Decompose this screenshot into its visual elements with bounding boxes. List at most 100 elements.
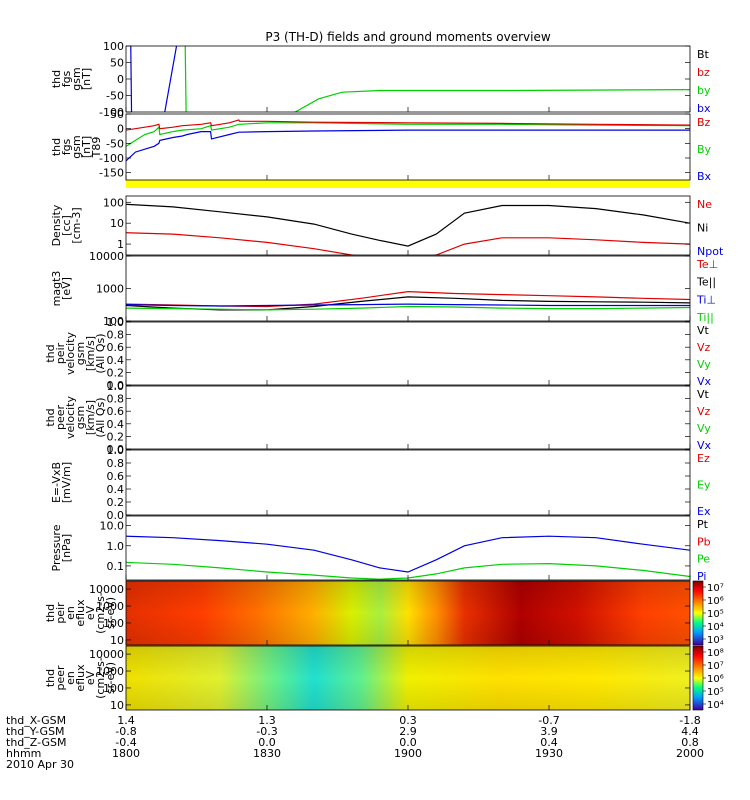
series-bz [126, 119, 690, 131]
y-tick-label: 0.4 [107, 354, 125, 367]
colorbar-label: 10⁷ [707, 583, 724, 594]
y-axis-label: magt3 [50, 271, 63, 307]
legend-by: by [697, 84, 711, 97]
y-tick-label: -100 [99, 152, 124, 165]
x-tick-label: 1900 [394, 747, 422, 760]
y-axis-label: (cm2-s- [94, 657, 107, 699]
legend-ne: Ne [697, 198, 712, 211]
figure-title: P3 (TH-D) fields and ground moments over… [265, 30, 550, 44]
panel-frame [125, 449, 691, 516]
legend-ey: Ey [697, 479, 711, 492]
colorbar-label: 10³ [707, 635, 724, 646]
y-tick-label: 0 [117, 123, 124, 136]
y-axis-label: velocity [64, 332, 77, 375]
y-tick-label: 1 [117, 238, 124, 251]
panel-density: Ne Ni Npot 100 10 1 Density[cc][cm-3] [50, 195, 724, 258]
y-axis-label: thd [50, 70, 63, 88]
colorbar-label: 10⁶ [707, 674, 724, 685]
y-axis-label: en [64, 606, 77, 620]
x-tick-label: 0.3 [399, 714, 417, 727]
legend-bz: Bz [697, 116, 711, 129]
y-tick-label: 50 [110, 108, 124, 121]
y-axis-label: E=-VxB [50, 462, 63, 503]
panel-peer: VtVzVyVx1.00.80.60.40.20.0thdpeervelocit… [44, 380, 712, 456]
series-by [126, 122, 690, 147]
colorbar-label: 10⁴ [707, 622, 724, 633]
x-tick-label: 0.0 [258, 736, 276, 749]
y-tick-label: 1000 [96, 600, 124, 613]
y-tick-label: -100 [99, 106, 124, 119]
series-te [126, 296, 690, 311]
colorbar-label: 10⁸ [707, 648, 724, 659]
legend-ti: Ti⊥ [696, 293, 716, 306]
y-tick-label: 10000 [89, 250, 124, 263]
legend-bx: Bx [697, 170, 712, 183]
y-tick-label: 0 [117, 73, 124, 86]
x-tick-label: 0.4 [540, 736, 558, 749]
legend-vy: Vy [697, 358, 711, 371]
colorbar-label: 10⁶ [707, 596, 724, 607]
y-tick-label: 0.0 [107, 443, 125, 456]
x-row-label: thd_Y-GSM [6, 725, 65, 738]
y-axis-label: (All Qs) [94, 333, 107, 373]
x-tick-label: 3.9 [540, 725, 558, 738]
x-tick-label: -1.8 [679, 714, 700, 727]
y-tick-label: 10 [110, 699, 124, 712]
y-axis-label: peir [54, 342, 67, 364]
spectrogram-shading [126, 646, 690, 710]
x-tick-label: -0.8 [115, 725, 136, 738]
legend-ti: Ti|| [696, 311, 714, 324]
legend-pt: Pt [697, 518, 709, 531]
x-tick-label: -0.4 [115, 736, 136, 749]
y-tick-label: 0.4 [107, 483, 125, 496]
y-axis-label: eV [84, 670, 97, 685]
x-tick-label: 1.3 [258, 714, 276, 727]
x-tick-label: 1.4 [117, 714, 135, 727]
x-tick-label: 0.8 [681, 736, 699, 749]
y-tick-label: 0.8 [107, 329, 125, 342]
y-axis-label: (All Qs) [94, 397, 107, 437]
y-tick-label: 1.0 [107, 380, 125, 393]
y-tick-label: 0.2 [107, 496, 125, 509]
x-tick-label: 1800 [112, 747, 140, 760]
y-tick-label: -150 [99, 167, 124, 180]
x-tick-label: -0.7 [538, 714, 559, 727]
y-axis-label: [cc] [60, 215, 73, 236]
x-row-label: thd_X-GSM [6, 714, 66, 727]
x-tick-label: 0.0 [399, 736, 417, 749]
y-tick-label: 10 [110, 217, 124, 230]
series-ti [126, 305, 690, 311]
y-axis-label: thd [44, 408, 57, 426]
panel-frame [125, 255, 691, 322]
y-tick-label: 10000 [89, 648, 124, 661]
x-tick-label: 1830 [253, 747, 281, 760]
y-tick-label: 0.2 [107, 366, 125, 379]
y-tick-label: -50 [106, 90, 124, 103]
y-tick-label: 0.1 [107, 560, 125, 573]
legend-vx: Vx [697, 439, 712, 452]
y-tick-label: 100 [103, 196, 124, 209]
y-tick-label: 1000 [96, 665, 124, 678]
colorbar-label: 10⁴ [707, 700, 724, 711]
series-ni [126, 203, 690, 247]
y-axis-label: [km/s] [84, 400, 97, 435]
series-ti [126, 303, 690, 307]
y-tick-label: 1.0 [107, 444, 125, 457]
y-axis-label: eflux [74, 599, 87, 627]
y-tick-label: 100 [103, 40, 124, 53]
legend-vy: Vy [697, 422, 711, 435]
y-tick-label: 100 [103, 617, 124, 630]
y-axis-label: [km/s] [84, 336, 97, 371]
y-axis-label: sr-eV) [104, 597, 117, 629]
y-axis-label: [nT] [80, 68, 93, 90]
y-tick-label: 1000 [96, 283, 124, 296]
y-tick-label: 0.6 [107, 470, 125, 483]
y-axis-label: thd [44, 604, 57, 622]
y-tick-label: 1.0 [107, 316, 125, 329]
legend-npot: Npot [697, 245, 724, 258]
y-tick-label: 0.4 [107, 418, 125, 431]
panel-peer_spec: 10⁸ 10⁷ 10⁶ 10⁵ 10⁴ 10000 1000 100 10 thdpeerenef… [44, 645, 724, 712]
legend-ez: Ez [697, 452, 710, 465]
series-by [184, 46, 690, 112]
